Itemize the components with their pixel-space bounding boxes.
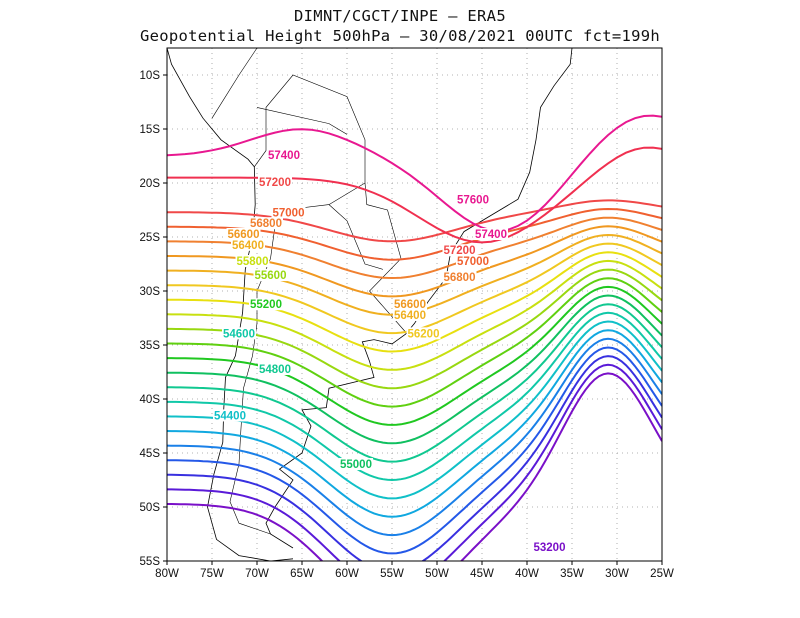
contour-line-57600 [167,114,662,232]
contour-line-55400 [167,277,662,408]
contour-line-53400 [167,363,662,561]
west-coastline [167,48,294,561]
contour-label: 56200 [408,328,440,340]
lat-tick-label: 40S [140,394,161,406]
contour-line-53200 [167,372,662,561]
country-border [256,107,348,135]
contour-label: 57200 [259,177,291,189]
lon-tick-label: 45W [470,568,494,580]
contour-label: 55200 [250,299,282,311]
lat-tick-label: 35S [140,340,161,352]
lat-tick-label: 20S [140,178,161,190]
contour-label: 57200 [444,245,476,257]
contour-line-54400 [167,320,662,500]
contour-label: 56800 [444,272,476,284]
contour-line-55000 [167,294,662,445]
lon-tick-label: 60W [335,568,359,580]
contour-label-bg [393,298,427,311]
contour-label-bg [271,206,306,219]
lon-tick-label: 80W [155,568,179,580]
coastlines-and-borders [167,48,573,561]
contour-label-bg [406,327,441,340]
contour-label: 55800 [237,256,269,268]
country-border [328,204,384,270]
grid-lines [167,48,662,561]
contour-label-bg [442,244,477,257]
lat-tick-label: 10S [140,70,161,82]
country-border [364,182,406,333]
contour-label-bg [456,255,490,267]
contour-label: 55600 [255,270,287,282]
contour-label: 57400 [475,229,507,241]
figure-title-line-1: DIMNT/CGCT/INPE – ERA5 [294,7,506,25]
contour-label: 55000 [340,459,372,471]
contour-label-bg [249,298,283,311]
lon-tick-label: 40W [515,568,539,580]
lat-tick-label: 55S [140,556,161,568]
contour-line-54000 [167,337,662,537]
contour-label-bg [235,255,270,267]
contour-label: 54400 [214,410,246,422]
lat-tick-label: 25S [140,232,161,244]
contour-label-bg [532,541,567,554]
lon-tick-label: 55W [380,568,404,580]
contour-label-bg [474,228,508,240]
contour-line-57200 [167,199,662,243]
contour-label-bg [258,363,292,375]
contour-label-bg [231,238,265,251]
contour-label-bg [393,309,427,321]
lat-tick-label: 30S [140,286,161,298]
lon-tick-label: 65W [290,568,314,580]
lon-tick-label: 25W [650,568,674,580]
contour-line-53800 [167,346,662,555]
contour-label: 54800 [259,364,291,376]
contour-label-bg [213,409,247,422]
contour-line-57400 [167,146,662,244]
contour-line-55800 [167,259,662,371]
contour-label-bg [258,176,292,189]
country-border [254,74,366,227]
contour-label-bg [226,228,261,240]
contour-label-bg [442,271,477,284]
contour-line-55200 [167,285,662,426]
contour-label: 54600 [223,328,255,340]
contour-labels: 5740057600574005720057000568005660056400… [213,149,567,554]
lat-tick-label: 15S [140,124,161,136]
plot-frame [166,47,663,562]
lon-tick-label: 75W [200,568,224,580]
lon-tick-label: 70W [245,568,269,580]
east-coastline [265,48,573,549]
contour-label: 56800 [250,218,282,230]
contour-label: 53200 [534,542,566,554]
contour-label-bg [249,217,283,230]
lat-tick-label: 50S [140,502,161,514]
contour-line-54200 [167,329,662,518]
lon-tick-label: 50W [425,568,449,580]
contour-label: 56600 [394,299,426,311]
contour-label: 56400 [232,240,264,252]
contour-label: 56600 [228,229,260,241]
contour-label: 56400 [394,310,426,322]
contour-label-bg [222,327,256,340]
contour-label: 57000 [457,256,489,268]
contour-label-bg [339,458,373,471]
contour-line-53600 [167,355,662,561]
country-border [211,48,258,119]
contour-label: 57600 [457,194,489,206]
contour-label-bg [267,149,301,162]
figure-title-line-2: Geopotential Height 500hPa – 30/08/2021 … [139,27,661,45]
contour-label: 57000 [273,207,305,219]
lon-tick-label: 30W [605,568,629,580]
contour-label-bg [456,193,490,206]
contour-line-54600 [167,311,662,482]
lon-tick-label: 35W [560,568,584,580]
contour-label: 57400 [268,150,300,162]
contour-label-bg [253,269,288,282]
lat-tick-label: 45S [140,448,161,460]
contour-line-54800 [167,303,662,463]
